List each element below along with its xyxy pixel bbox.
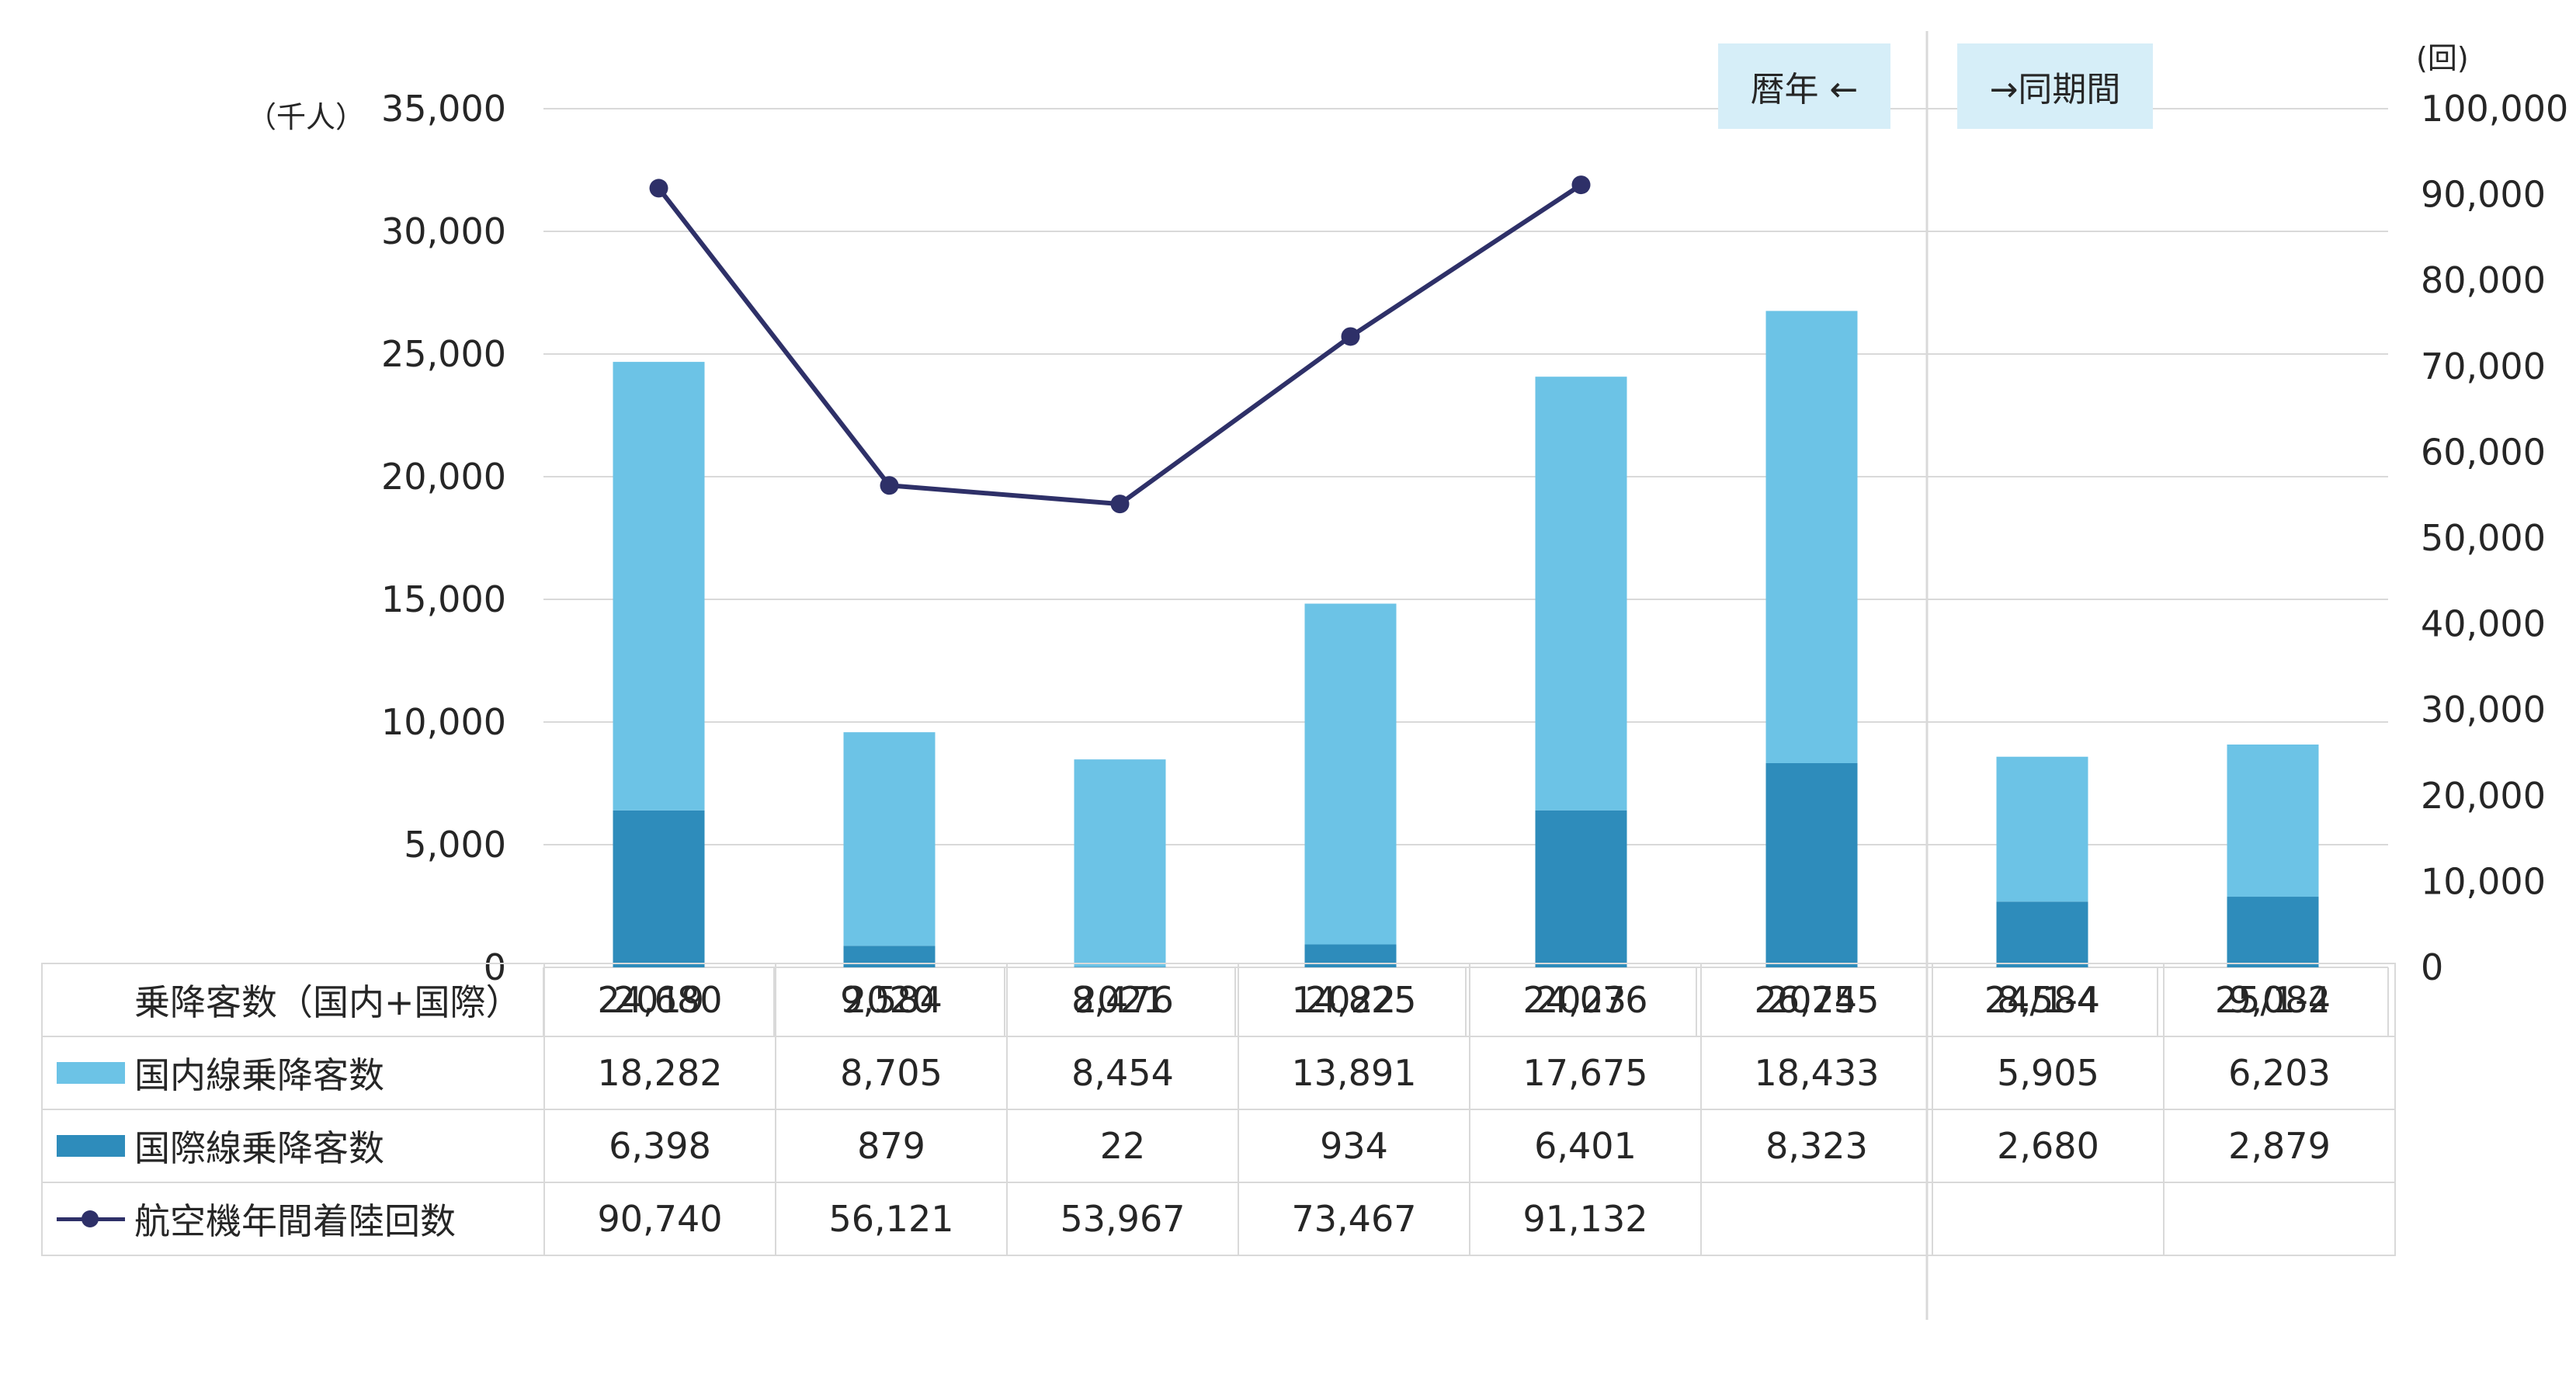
table-cell: 8,584 <box>1932 963 2165 1037</box>
table-row-domestic: 国内線乗降客数 18,282 8,705 8,454 13,891 17,675… <box>41 1036 2396 1110</box>
y-left-tick-label: 30,000 <box>381 210 506 252</box>
bar-domestic <box>2227 745 2319 897</box>
y-left-tick-label: 25,000 <box>381 333 506 375</box>
table-cell: 879 <box>775 1109 1008 1183</box>
y-right-tick-label: 20,000 <box>2421 775 2546 817</box>
table-cell: 6,203 <box>2163 1036 2396 1110</box>
legend-swatch-international <box>57 1135 125 1157</box>
bar-domestic <box>843 732 936 946</box>
landings-line <box>657 182 1583 507</box>
table-cell: 2,879 <box>2163 1109 2396 1183</box>
bar-domestic <box>1765 311 1858 763</box>
table-cell: 22 <box>1006 1109 1239 1183</box>
table-cell <box>1700 1182 1933 1256</box>
table-cell: 9,584 <box>775 963 1008 1037</box>
bar-domestic <box>613 362 705 811</box>
y-right-tick-label: 80,000 <box>2421 259 2546 301</box>
row-label: 航空機年間着陸回数 <box>134 1200 456 1242</box>
landings-point <box>649 179 668 198</box>
table-cell: 8,705 <box>775 1036 1008 1110</box>
y-left-tick-label: 5,000 <box>404 824 506 866</box>
table-cell: 2,680 <box>1932 1109 2165 1183</box>
row-label: 国際線乗降客数 <box>134 1127 384 1169</box>
table-row-total: 乗降客数（国内+国際） 24,680 9,584 8,476 14,825 24… <box>41 963 2396 1037</box>
calendar-year-tag: 暦年 ← <box>1718 43 1890 129</box>
landings-point <box>1110 495 1130 514</box>
row-header: 航空機年間着陸回数 <box>41 1182 545 1256</box>
table-cell: 26,755 <box>1700 963 1933 1037</box>
landings-point <box>1571 175 1591 195</box>
y-right-tick-label: 50,000 <box>2421 517 2546 559</box>
bar-international <box>1535 810 1627 967</box>
y-left-tick-label: 20,000 <box>381 456 506 498</box>
bar-international <box>1765 762 1858 967</box>
table-cell <box>1932 1182 2165 1256</box>
table-cell: 18,282 <box>543 1036 776 1110</box>
table-cell: 17,675 <box>1469 1036 1702 1110</box>
table-cell: 8,323 <box>1700 1109 1933 1183</box>
legend-swatch-domestic <box>57 1062 125 1084</box>
table-cell: 934 <box>1238 1109 1470 1183</box>
right-axis-unit: (回) <box>2416 41 2469 75</box>
landings-point <box>880 476 899 495</box>
table-cell: 13,891 <box>1238 1036 1470 1110</box>
table-cell: 24,076 <box>1469 963 1702 1037</box>
y-right-tick-label: 70,000 <box>2421 345 2546 387</box>
y-right-tick-label: 10,000 <box>2421 860 2546 902</box>
bar-domestic <box>1074 759 1166 967</box>
row-header: 国際線乗降客数 <box>41 1109 545 1183</box>
table-cell: 53,967 <box>1006 1182 1239 1256</box>
row-label: 乗降客数（国内+国際） <box>134 981 522 1023</box>
table-cell <box>2163 1182 2396 1256</box>
row-label: 国内線乗降客数 <box>134 1054 384 1096</box>
bar-international <box>613 810 705 967</box>
bar-domestic <box>1996 756 2088 902</box>
table-cell: 73,467 <box>1238 1182 1470 1256</box>
left-axis-unit: （千人） <box>247 100 366 134</box>
table-cell: 90,740 <box>543 1182 776 1256</box>
landings-point <box>1341 327 1360 346</box>
bar-international <box>2227 897 2319 967</box>
table-cell: 6,401 <box>1469 1109 1702 1183</box>
y-right-tick-label: 100,000 <box>2421 88 2568 130</box>
y-right-tick-label: 0 <box>2421 946 2443 988</box>
same-period-tag: →同期間 <box>1957 43 2153 129</box>
table-cell: 8,476 <box>1006 963 1239 1037</box>
table-cell: 14,825 <box>1238 963 1470 1037</box>
bar-domestic <box>1304 603 1397 945</box>
row-header: 国内線乗降客数 <box>41 1036 545 1110</box>
table-cell: 5,905 <box>1932 1036 2165 1110</box>
y-right-tick-label: 90,000 <box>2421 174 2546 216</box>
table-cell: 91,132 <box>1469 1182 1702 1256</box>
bar-domestic <box>1535 377 1627 811</box>
table-cell: 24,680 <box>543 963 776 1037</box>
table-cell: 56,121 <box>775 1182 1008 1256</box>
table-cell: 9,082 <box>2163 963 2396 1037</box>
table-cell: 18,433 <box>1700 1036 1933 1110</box>
y-left-tick-label: 35,000 <box>381 88 506 130</box>
legend-line-marker-icon <box>57 1208 125 1230</box>
y-left-tick-label: 10,000 <box>381 701 506 743</box>
y-right-tick-label: 40,000 <box>2421 603 2546 645</box>
y-right-tick-label: 60,000 <box>2421 431 2546 473</box>
y-left-tick-label: 15,000 <box>381 578 506 620</box>
row-header: 乗降客数（国内+国際） <box>41 963 545 1037</box>
data-table: 乗降客数（国内+国際） 24,680 9,584 8,476 14,825 24… <box>41 963 2396 1256</box>
table-row-international: 国際線乗降客数 6,398 879 22 934 6,401 8,323 2,6… <box>41 1109 2396 1183</box>
table-cell: 8,454 <box>1006 1036 1239 1110</box>
y-right-tick-label: 30,000 <box>2421 689 2546 731</box>
bar-international <box>1996 901 2088 967</box>
table-cell: 6,398 <box>543 1109 776 1183</box>
table-row-landings: 航空機年間着陸回数 90,740 56,121 53,967 73,467 91… <box>41 1182 2396 1256</box>
legend-spacer <box>57 989 125 1011</box>
